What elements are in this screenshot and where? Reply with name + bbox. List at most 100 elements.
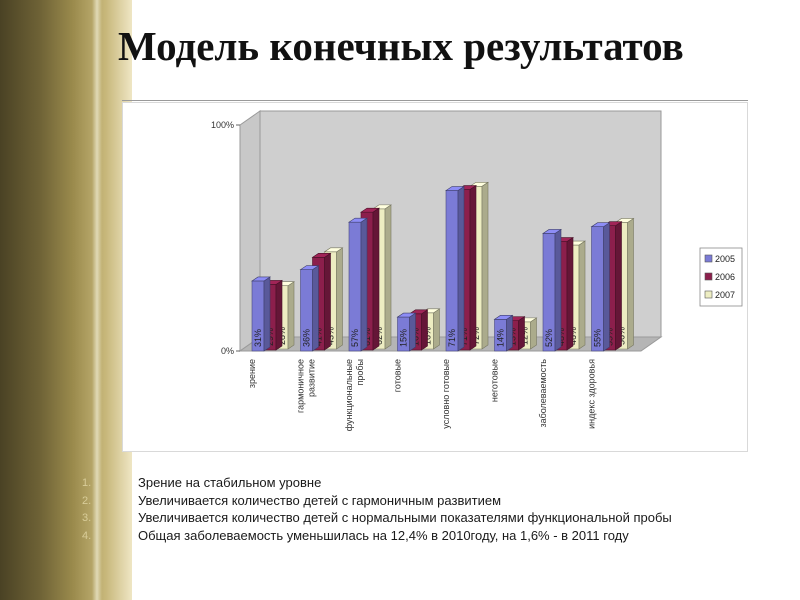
bar-2005: 71% [445,185,465,352]
bar-side [324,252,331,351]
bar-side [530,317,537,350]
bar-side [360,217,368,352]
bar-side [506,314,513,352]
note-text: Увеличивается количество детей с гармони… [138,492,502,508]
data-label: 52% [544,329,554,347]
category-label-line: развитие [307,359,317,397]
bar-top [311,253,332,258]
chart-area: 28%29%31%43%41%36%62%61%57%16%16%15%72%7… [122,102,748,452]
category-label-line: условно готовые [441,359,451,429]
notes-list: 1. Зрение на стабильном уровне 2. Увеличива… [82,475,742,545]
y-tick-label: 100% [211,120,234,130]
note-text: Общая заболеваемость уменьшилась на 12,4… [138,527,629,543]
bar-2005: 55% [590,222,611,352]
category-label: неготовые [490,359,500,402]
bar-side [336,247,343,350]
bar-side [287,281,295,350]
bar-side [603,222,610,352]
bar-side [578,240,586,350]
note-item: 4. Общая заболеваемость уменьшилась на 12… [82,528,742,545]
note-number: 3. [82,512,92,524]
category-label: заболеваемость [538,359,548,428]
category-label-line: пробы [355,359,365,386]
legend-label: 2007 [715,290,735,300]
category-label: функциональные пробы [344,359,365,431]
bar-top [299,265,320,270]
legend-swatch [704,272,713,281]
bar-top [360,207,380,213]
category-label: зрение [247,359,257,388]
bar-2005: 31% [251,276,271,352]
bar-side [566,236,574,351]
bar-side [421,309,428,351]
bar-side [312,265,319,352]
bar-2005: 36% [299,265,320,352]
bar-top [445,186,465,191]
chart-bars: 28%29%31%43%41%36%62%61%57%16%16%15%72%7… [251,181,635,352]
category-label-line: заболеваемость [538,359,548,428]
bar-side [518,316,525,351]
legend-label: 2006 [715,272,735,282]
bar-side [263,276,271,352]
legend-swatch [704,290,713,299]
note-number: 4. [82,529,92,542]
bar-side [481,181,489,350]
bar-top [348,217,368,223]
bar-top [323,247,344,253]
note-item: 3. Увеличивается количество детей с норма… [82,510,742,527]
note-number: 1. [82,477,92,489]
x-axis-categories: зрение гармоничное развитие функциональные п… [247,359,597,432]
bar-side [433,308,440,350]
bar-2005: 14% [493,314,514,352]
category-label: готовые [393,359,403,392]
title-divider [122,100,748,101]
y-tick-label: 0% [221,346,234,356]
bar-top [590,222,611,227]
bar-2005: 15% [396,312,417,352]
bar-side [554,228,562,352]
bar-front [445,190,459,352]
note-text: Зрение на стабильном уровне [138,475,322,490]
category-label-line: индекс здоровья [587,359,597,429]
bar-side [409,312,416,352]
bar-top [251,276,271,282]
category-label: индекс здоровья [587,359,597,429]
category-label-line: неготовые [490,359,500,402]
category-label: условно готовые [441,359,451,429]
bar-side [275,279,283,351]
chart-legend: 2005 2006 2007 [699,247,743,307]
bar-side [615,221,622,351]
legend-label: 2005 [715,254,735,264]
data-label: 57% [350,329,360,347]
bar-top [396,312,417,318]
note-number: 2. [82,494,92,507]
bar-side [372,207,380,351]
category-label-line: функциональные [344,359,354,431]
bar-side [627,217,634,350]
data-label: 55% [593,329,603,347]
data-label: 71% [447,329,457,347]
category-label-line: зрение [247,359,257,388]
bar-top [493,315,514,320]
slide-title: Модель конечных результатов [118,23,684,69]
bar-chart: 28%29%31%43%41%36%62%61%57%16%16%15%72%7… [211,110,743,432]
decorative-side-strip [0,0,132,600]
y-axis-ticks: 0% 100% [211,120,240,356]
bar-top [542,229,562,234]
category-label-line: гармоничное [296,359,306,413]
bar-side [384,204,392,350]
category-label-line: готовые [393,359,403,392]
bar-side [469,184,477,351]
category-label: гармоничное развитие [296,359,317,413]
note-item: 1. Зрение на стабильном уровне [82,475,742,492]
legend-swatch [704,254,713,263]
bar-side [457,185,465,352]
note-text: Увеличивается количество детей с нормаль… [138,510,672,525]
note-item: 2. Увеличивается количество детей с гармо… [82,493,742,510]
bar-2005: 52% [542,228,562,352]
data-label: 14% [496,329,506,347]
data-label: 15% [399,329,409,347]
data-label: 31% [253,329,263,347]
bar-2005: 57% [348,217,368,352]
data-label: 36% [302,329,312,347]
